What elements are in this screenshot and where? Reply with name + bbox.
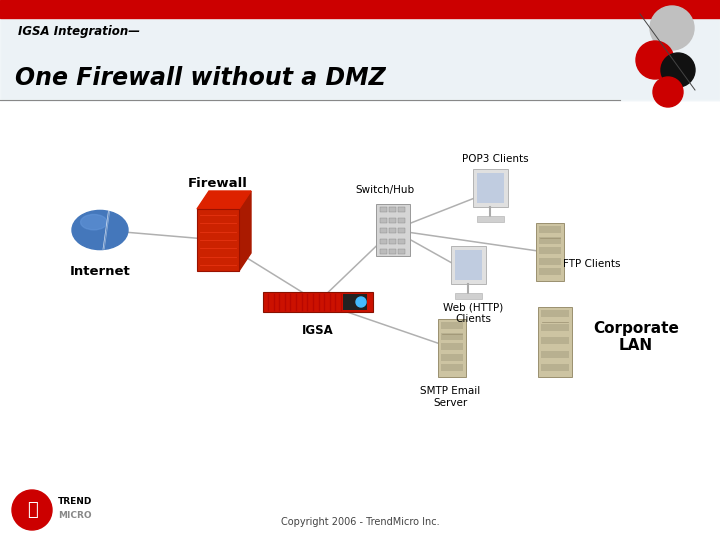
- Circle shape: [661, 53, 695, 87]
- FancyBboxPatch shape: [541, 337, 569, 344]
- FancyBboxPatch shape: [438, 319, 466, 377]
- FancyBboxPatch shape: [541, 323, 569, 330]
- FancyBboxPatch shape: [389, 249, 396, 254]
- FancyBboxPatch shape: [539, 247, 561, 254]
- Circle shape: [12, 490, 52, 530]
- Circle shape: [653, 77, 683, 107]
- FancyBboxPatch shape: [541, 364, 569, 371]
- Text: Internet: Internet: [70, 265, 130, 278]
- FancyBboxPatch shape: [343, 294, 367, 310]
- Circle shape: [650, 6, 694, 50]
- Text: Ⓣ: Ⓣ: [27, 501, 37, 519]
- Text: Firewall: Firewall: [188, 177, 248, 190]
- FancyBboxPatch shape: [389, 228, 396, 233]
- Text: Corporate
LAN: Corporate LAN: [593, 321, 679, 353]
- FancyBboxPatch shape: [380, 239, 387, 244]
- Polygon shape: [239, 191, 251, 271]
- FancyBboxPatch shape: [380, 218, 387, 222]
- Circle shape: [356, 297, 366, 307]
- FancyBboxPatch shape: [441, 354, 463, 361]
- FancyBboxPatch shape: [539, 258, 561, 265]
- Ellipse shape: [81, 214, 107, 230]
- FancyBboxPatch shape: [454, 293, 482, 299]
- FancyBboxPatch shape: [441, 333, 463, 340]
- Text: FTP Clients: FTP Clients: [563, 259, 621, 269]
- FancyBboxPatch shape: [398, 249, 405, 254]
- FancyBboxPatch shape: [541, 350, 569, 357]
- FancyBboxPatch shape: [380, 207, 387, 212]
- Bar: [0, 18, 720, 100]
- FancyBboxPatch shape: [389, 218, 396, 222]
- Text: Web (HTTP)
Clients: Web (HTTP) Clients: [443, 302, 503, 323]
- Text: MICRO: MICRO: [58, 510, 91, 519]
- FancyBboxPatch shape: [398, 218, 405, 222]
- Text: POP3 Clients: POP3 Clients: [462, 154, 528, 164]
- FancyBboxPatch shape: [389, 207, 396, 212]
- FancyBboxPatch shape: [197, 209, 239, 271]
- FancyBboxPatch shape: [454, 250, 482, 280]
- FancyBboxPatch shape: [380, 249, 387, 254]
- FancyBboxPatch shape: [398, 228, 405, 233]
- Text: IGSA Integration—: IGSA Integration—: [18, 25, 140, 38]
- FancyBboxPatch shape: [451, 246, 485, 284]
- FancyBboxPatch shape: [539, 237, 561, 244]
- Text: SMTP Email
Server: SMTP Email Server: [420, 386, 480, 408]
- FancyBboxPatch shape: [398, 207, 405, 212]
- Polygon shape: [197, 191, 251, 209]
- FancyBboxPatch shape: [536, 223, 564, 281]
- FancyBboxPatch shape: [477, 173, 503, 203]
- FancyBboxPatch shape: [538, 307, 572, 377]
- FancyBboxPatch shape: [472, 169, 508, 207]
- FancyBboxPatch shape: [376, 204, 410, 256]
- FancyBboxPatch shape: [441, 364, 463, 371]
- FancyBboxPatch shape: [477, 216, 503, 222]
- Text: IGSA: IGSA: [302, 324, 334, 337]
- Text: TREND: TREND: [58, 497, 92, 507]
- FancyBboxPatch shape: [380, 228, 387, 233]
- FancyBboxPatch shape: [389, 239, 396, 244]
- FancyBboxPatch shape: [539, 226, 561, 233]
- FancyBboxPatch shape: [441, 343, 463, 350]
- Text: Switch/Hub: Switch/Hub: [356, 185, 415, 195]
- Bar: [0, 18, 720, 100]
- FancyBboxPatch shape: [441, 322, 463, 329]
- Ellipse shape: [72, 211, 128, 249]
- FancyBboxPatch shape: [541, 310, 569, 317]
- Circle shape: [636, 41, 674, 79]
- Bar: [0, 0, 720, 18]
- Text: Copyright 2006 - TrendMicro Inc.: Copyright 2006 - TrendMicro Inc.: [281, 517, 439, 527]
- Text: One Firewall without a DMZ: One Firewall without a DMZ: [15, 66, 386, 90]
- FancyBboxPatch shape: [539, 268, 561, 275]
- FancyBboxPatch shape: [263, 292, 373, 312]
- FancyBboxPatch shape: [398, 239, 405, 244]
